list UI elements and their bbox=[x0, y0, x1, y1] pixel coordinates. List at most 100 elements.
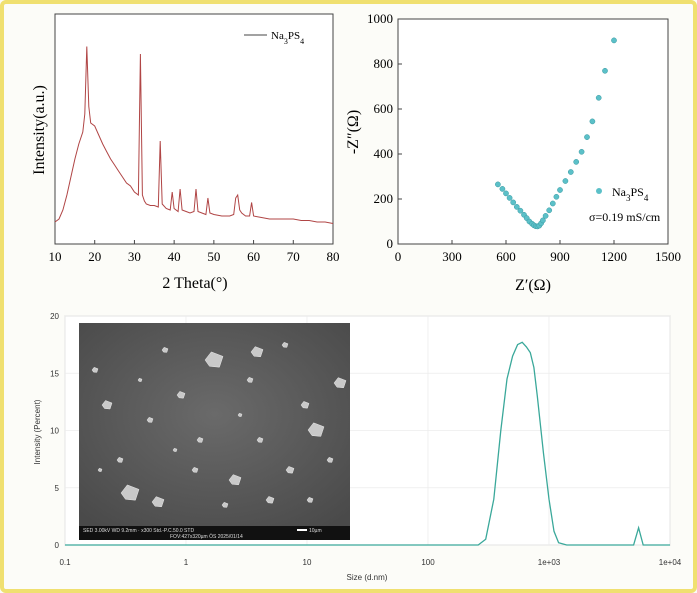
sem-particle bbox=[250, 346, 264, 358]
sem-particle bbox=[146, 417, 154, 423]
eis-y-tick-label: 0 bbox=[387, 236, 394, 251]
eis-data-point bbox=[549, 200, 556, 207]
eis-data-point bbox=[584, 134, 590, 140]
xrd-x-tick-label: 40 bbox=[168, 249, 181, 264]
xrd-plot-area bbox=[54, 13, 334, 245]
eis-points bbox=[495, 37, 617, 230]
dls-y-label: Intensity (Percent) bbox=[33, 399, 42, 464]
sem-particle bbox=[306, 497, 314, 503]
dls-series-line bbox=[65, 341, 670, 546]
sem-particle bbox=[204, 351, 224, 368]
dls-x-label: Size (d.nm) bbox=[347, 573, 388, 582]
eis-plot-area bbox=[397, 18, 669, 245]
sem-particle bbox=[326, 457, 334, 463]
eis-legend: Na3PS4 σ=0.19 mS/cm bbox=[589, 185, 661, 224]
eis-data-point bbox=[499, 186, 506, 192]
sem-image: SED 3.00kV WD 9.2mm · x300 Std.-P.C.50.0… bbox=[79, 323, 350, 540]
dls-x-tick-label: 1 bbox=[184, 558, 189, 567]
dls-x-tick-label: 10 bbox=[303, 558, 312, 567]
eis-y-tick-label: 600 bbox=[374, 101, 394, 116]
dls-x-tick-label: 1e+03 bbox=[538, 558, 561, 567]
xrd-x-tick-label: 70 bbox=[287, 249, 300, 264]
eis-data-point bbox=[562, 178, 569, 184]
sem-particle bbox=[176, 391, 186, 399]
eis-panel: 0 300 600 900 1200 1500 0 200 400 600 800 1000 Z′(Ω… bbox=[345, 11, 681, 294]
xrd-legend-label: Na3PS4 bbox=[271, 30, 304, 46]
sem-particle bbox=[281, 342, 289, 348]
sem-footer-text: SED 3.00kV WD 9.2mm · x300 Std.-P.C.50.0… bbox=[83, 528, 194, 534]
dls-y-tick-label: 15 bbox=[50, 369, 59, 378]
eis-data-point bbox=[513, 204, 520, 210]
eis-data-point bbox=[578, 148, 585, 155]
eis-x-label: Z′(Ω) bbox=[515, 277, 551, 294]
dls-y-tick-label: 0 bbox=[55, 541, 60, 550]
sem-scale-label: 10µm bbox=[309, 528, 322, 534]
eis-x-tick-label: 1500 bbox=[655, 249, 681, 264]
dls-x-tick-label: 0.1 bbox=[59, 558, 71, 567]
sem-particle bbox=[91, 367, 99, 373]
dls-x-tick-label: 100 bbox=[421, 558, 435, 567]
eis-data-point bbox=[495, 181, 501, 188]
eis-x-tick-label: 600 bbox=[496, 249, 516, 264]
eis-data-point bbox=[573, 159, 580, 165]
sem-particle bbox=[97, 467, 103, 472]
sem-particle bbox=[265, 496, 275, 504]
dls-y-tick-label: 20 bbox=[50, 312, 59, 321]
xrd-legend: Na3PS4 bbox=[244, 30, 304, 46]
xrd-panel: 10 20 30 40 50 60 70 80 2 Theta(°) Intensity(a.… bbox=[31, 13, 340, 292]
eis-data-point bbox=[595, 94, 602, 101]
eis-y-tick-label: 200 bbox=[374, 191, 394, 206]
eis-legend-marker bbox=[596, 188, 602, 194]
sem-footer-text-2: FOV:427x320µm ÒS 2025/01/14 bbox=[170, 533, 243, 540]
eis-legend-label: Na3PS4 bbox=[612, 185, 649, 203]
eis-y-tick-label: 1000 bbox=[367, 11, 393, 26]
sem-particle bbox=[161, 347, 169, 353]
eis-x-tick-label: 900 bbox=[550, 249, 570, 264]
eis-data-point bbox=[611, 37, 617, 44]
eis-ticks: 0 300 600 900 1200 1500 0 200 400 600 800 1000 bbox=[367, 11, 681, 264]
sem-particle bbox=[246, 377, 254, 383]
eis-x-tick-label: 1200 bbox=[601, 249, 627, 264]
eis-y-tick-label: 400 bbox=[374, 146, 394, 161]
sem-particle bbox=[228, 474, 242, 486]
dls-x-tick-label: 1e+04 bbox=[659, 558, 682, 567]
eis-data-point bbox=[589, 118, 596, 125]
xrd-x-tick-label: 60 bbox=[247, 249, 260, 264]
sem-footer bbox=[79, 526, 350, 540]
sem-particle bbox=[221, 502, 229, 508]
xrd-y-label: Intensity(a.u.) bbox=[31, 85, 48, 175]
eis-data-point bbox=[542, 213, 549, 219]
eis-data-point bbox=[553, 193, 560, 200]
eis-data-point bbox=[510, 199, 517, 206]
sem-particle bbox=[237, 412, 243, 417]
sem-particle bbox=[137, 377, 143, 382]
dls-y-tick-label: 5 bbox=[55, 484, 60, 493]
xrd-x-tick-label: 50 bbox=[207, 249, 220, 264]
sem-particle bbox=[120, 484, 140, 501]
eis-y-tick-label: 800 bbox=[374, 56, 394, 71]
xrd-x-tick-label: 20 bbox=[88, 249, 101, 264]
xrd-x-tick-label: 80 bbox=[327, 249, 340, 264]
sem-particle bbox=[285, 466, 295, 474]
eis-x-tick-label: 300 bbox=[442, 249, 462, 264]
eis-data-point bbox=[557, 187, 563, 193]
sem-particle bbox=[333, 377, 347, 389]
eis-data-point bbox=[506, 195, 513, 201]
xrd-x-tick-label: 10 bbox=[49, 249, 62, 264]
eis-conductivity-annotation: σ=0.19 mS/cm bbox=[589, 210, 661, 224]
sem-particle bbox=[172, 447, 178, 452]
xrd-x-tick-label: 30 bbox=[128, 249, 141, 264]
xrd-x-ticks: 10 20 30 40 50 60 70 80 bbox=[49, 240, 340, 264]
eis-x-tick-label: 0 bbox=[395, 249, 402, 264]
eis-data-point bbox=[517, 207, 524, 214]
eis-data-point bbox=[540, 217, 546, 224]
sem-scale-bar bbox=[297, 529, 307, 531]
sem-particle bbox=[300, 401, 310, 409]
sem-particle bbox=[101, 400, 113, 410]
sem-particle bbox=[196, 437, 204, 443]
sem-particles bbox=[91, 342, 347, 508]
eis-data-point bbox=[602, 67, 608, 74]
eis-data-point bbox=[567, 169, 574, 175]
